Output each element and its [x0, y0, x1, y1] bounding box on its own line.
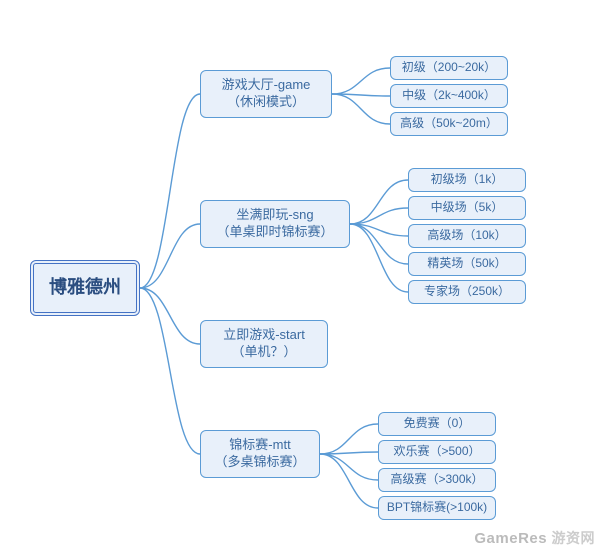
- leaf-sng-2-line1: 高级场（10k）: [427, 228, 506, 244]
- leaf-sng-2: 高级场（10k）: [408, 224, 526, 248]
- watermark-suffix: 游资网: [552, 530, 596, 546]
- leaf-game-0: 初级（200~20k）: [390, 56, 508, 80]
- leaf-sng-3: 精英场（50k）: [408, 252, 526, 276]
- leaf-sng-1-line1: 中级场（5k）: [431, 200, 504, 216]
- leaf-game-2-line1: 高级（50k~20m）: [400, 116, 498, 132]
- leaf-mtt-1: 欢乐赛（>500）: [378, 440, 496, 464]
- root-node: 博雅德州: [30, 260, 140, 316]
- branch-mtt-line1: 锦标赛-mtt: [229, 437, 290, 454]
- leaf-game-1: 中级（2k~400k）: [390, 84, 508, 108]
- branch-game: 游戏大厅-game（休闲模式）: [200, 70, 332, 118]
- leaf-sng-4: 专家场（250k）: [408, 280, 526, 304]
- leaf-mtt-2: 高级赛（>300k）: [378, 468, 496, 492]
- branch-game-line2: （休闲模式）: [227, 94, 305, 111]
- branch-game-line1: 游戏大厅-game: [222, 77, 311, 94]
- leaf-mtt-3: BPT锦标赛(>100k): [378, 496, 496, 520]
- watermark: GameRes 游资网: [474, 528, 595, 548]
- leaf-mtt-1-line1: 欢乐赛（>500）: [393, 444, 480, 460]
- root-node-line1: 博雅德州: [49, 276, 121, 299]
- watermark-brand: GameRes: [474, 530, 547, 547]
- branch-start-line1: 立即游戏-start: [223, 327, 305, 344]
- branch-sng-line2: （单桌即时锦标赛）: [216, 224, 333, 241]
- leaf-mtt-0: 免费赛（0）: [378, 412, 496, 436]
- leaf-sng-1: 中级场（5k）: [408, 196, 526, 220]
- leaf-game-1-line1: 中级（2k~400k）: [402, 88, 496, 104]
- leaf-mtt-3-line1: BPT锦标赛(>100k): [387, 500, 487, 516]
- leaf-sng-3-line1: 精英场（50k）: [427, 256, 506, 272]
- leaf-mtt-2-line1: 高级赛（>300k）: [390, 472, 483, 488]
- leaf-sng-4-line1: 专家场（250k）: [424, 284, 510, 300]
- leaf-game-2: 高级（50k~20m）: [390, 112, 508, 136]
- leaf-sng-0: 初级场（1k）: [408, 168, 526, 192]
- branch-mtt: 锦标赛-mtt（多桌锦标赛）: [200, 430, 320, 478]
- leaf-game-0-line1: 初级（200~20k）: [402, 60, 496, 76]
- leaf-sng-0-line1: 初级场（1k）: [431, 172, 504, 188]
- branch-start-line2: （单机？）: [231, 344, 296, 361]
- branch-start: 立即游戏-start（单机？）: [200, 320, 328, 368]
- branch-mtt-line2: （多桌锦标赛）: [214, 454, 305, 471]
- branch-sng-line1: 坐满即玩-sng: [236, 207, 313, 224]
- leaf-mtt-0-line1: 免费赛（0）: [404, 416, 471, 432]
- branch-sng: 坐满即玩-sng（单桌即时锦标赛）: [200, 200, 350, 248]
